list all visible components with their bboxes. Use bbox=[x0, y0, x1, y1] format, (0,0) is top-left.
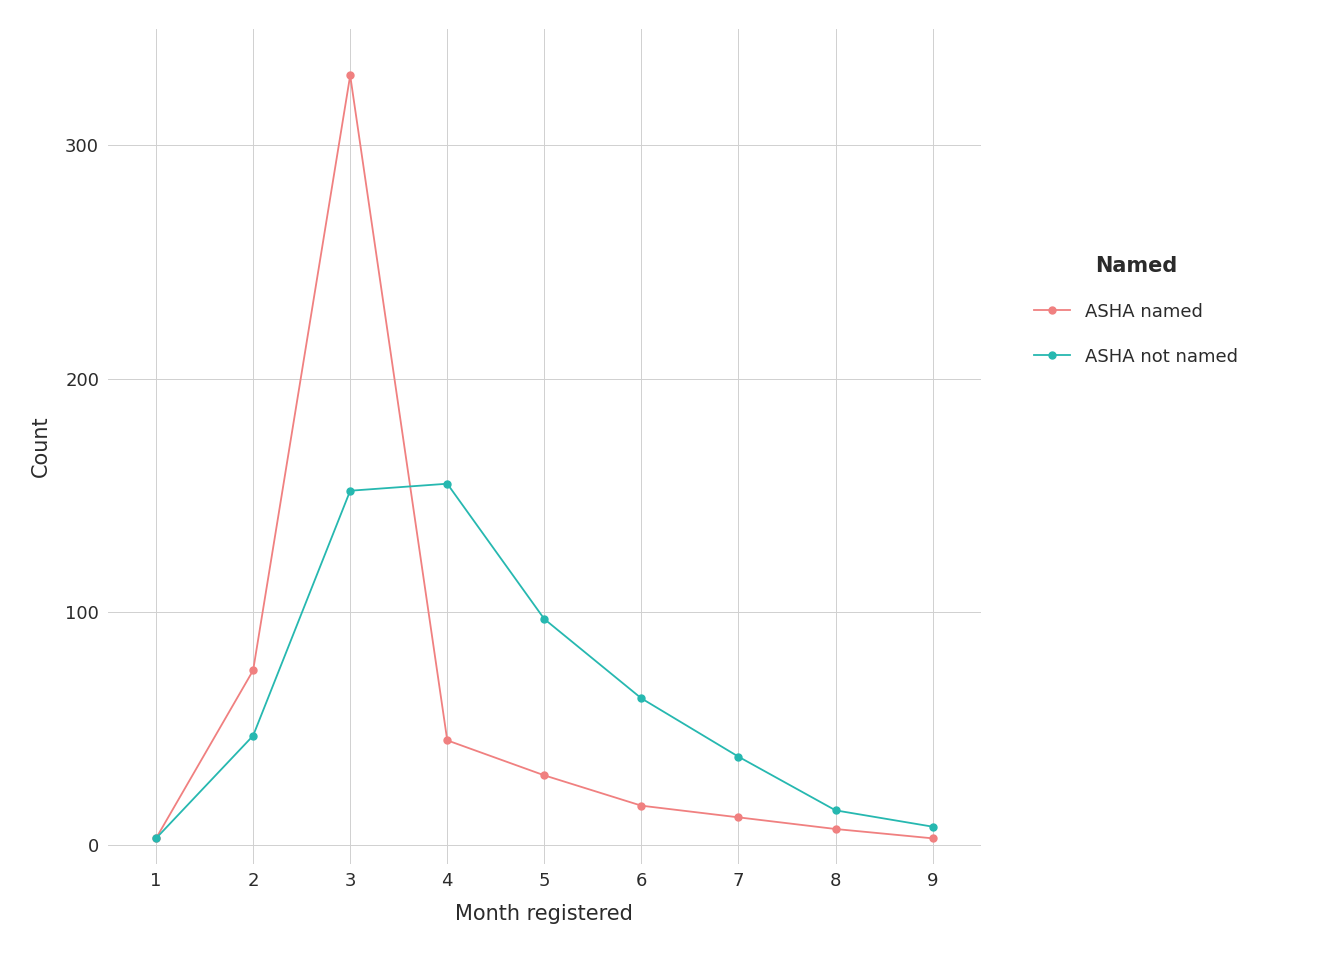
Legend: ASHA named, ASHA not named: ASHA named, ASHA not named bbox=[1025, 247, 1247, 375]
X-axis label: Month registered: Month registered bbox=[456, 904, 633, 924]
Y-axis label: Count: Count bbox=[31, 416, 51, 477]
